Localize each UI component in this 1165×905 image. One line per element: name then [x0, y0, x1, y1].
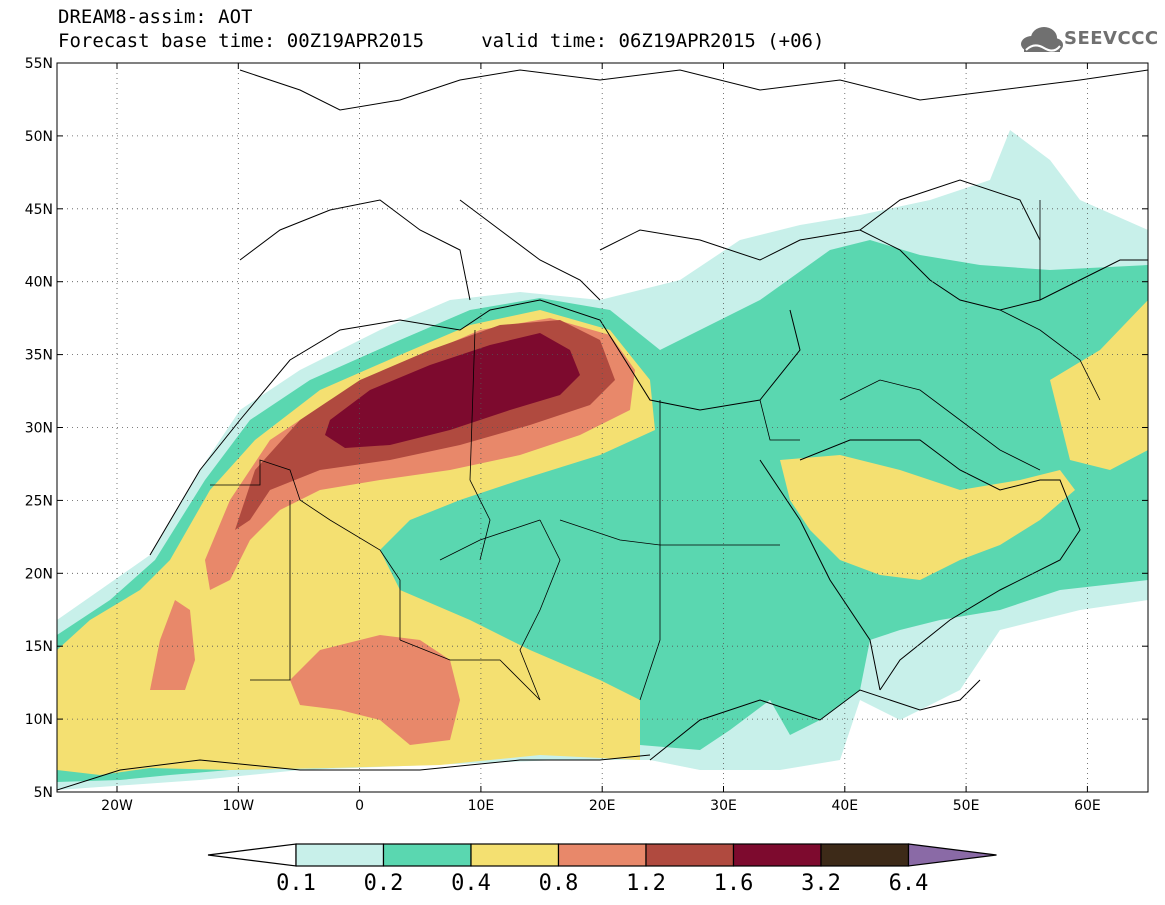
lon-label: 40E	[831, 798, 858, 814]
lat-label: 20N	[25, 566, 53, 582]
colorbar-label: 1.2	[626, 871, 666, 896]
coastlines	[57, 69, 1148, 791]
lat-label: 35N	[25, 348, 53, 364]
colorbar-label: 0.4	[451, 871, 491, 896]
lon-label: 10W	[222, 798, 254, 814]
grid-lines	[57, 63, 1148, 792]
lon-label: 60E	[1074, 798, 1101, 814]
aot-field-0.4-persia	[1050, 300, 1148, 470]
colorbar-box	[470, 843, 560, 867]
colorbar-label: 3.2	[801, 871, 841, 896]
colorbar-high-arrow	[907, 843, 997, 867]
colorbar-box	[645, 843, 735, 867]
lat-label: 25N	[25, 493, 53, 509]
lon-label: 10E	[468, 798, 495, 814]
aot-field-0.8-west	[150, 600, 195, 690]
lon-label: 0	[355, 798, 364, 814]
lat-label: 5N	[34, 785, 53, 801]
seevccc-logo: SEEVCCC	[1018, 22, 1158, 58]
lat-label: 40N	[25, 275, 53, 291]
lon-label: 50E	[953, 798, 980, 814]
lat-label: 10N	[25, 712, 53, 728]
colorbar-label: 0.1	[276, 871, 316, 896]
colorbar-box	[820, 843, 910, 867]
lat-label: 15N	[25, 639, 53, 655]
lat-label: 50N	[25, 129, 53, 145]
colorbar-label: 0.8	[539, 871, 579, 896]
aot-field-1.6	[325, 333, 580, 448]
forecast-times: Forecast base time: 00Z19APR2015 valid t…	[58, 30, 825, 52]
colorbar-label: 6.4	[889, 871, 929, 896]
lat-label: 30N	[25, 421, 53, 437]
lat-label: 45N	[25, 202, 53, 218]
colorbar-box	[382, 843, 472, 867]
cloud-icon	[1021, 27, 1063, 52]
colorbar-box	[732, 843, 822, 867]
lon-label: 20E	[589, 798, 616, 814]
logo-text: SEEVCCC	[1064, 28, 1159, 49]
lat-label: 55N	[25, 56, 53, 72]
lon-label: 20W	[101, 798, 133, 814]
colorbar-box	[557, 843, 647, 867]
colorbar-label: 0.2	[364, 871, 404, 896]
country-borders	[210, 200, 1101, 701]
colorbar-label: 1.6	[714, 871, 754, 896]
lon-label: 30E	[710, 798, 737, 814]
map-title: DREAM8-assim: AOT	[58, 6, 253, 28]
colorbar-low-arrow	[207, 843, 297, 867]
colorbar-box	[295, 843, 385, 867]
aot-field-0.4-arabia	[780, 455, 1075, 580]
axis-ticks: 55N 50N 45N 40N 35N 30N 25N 20N 15N 10N 5N 20W 10W 0 1…	[25, 56, 1148, 814]
aot-field-0.8-sahel	[290, 635, 460, 745]
